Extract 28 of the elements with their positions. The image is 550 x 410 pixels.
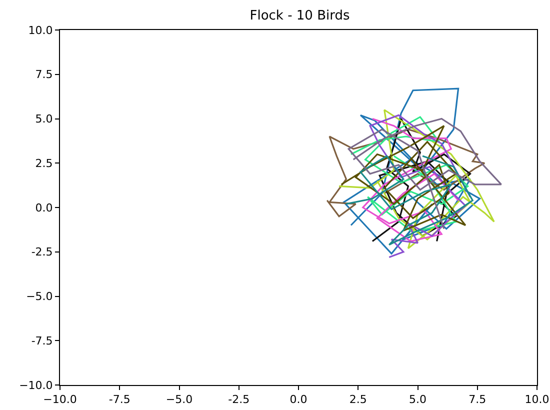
line-series [326,128,486,218]
line-series [362,118,460,242]
line-series [372,118,472,242]
line-series [350,116,469,234]
chart-title: Flock - 10 Birds [250,8,350,24]
line-series [345,155,474,246]
y-tick-label: 0.0 [35,201,53,214]
line-series [369,114,472,258]
line-series [340,125,466,232]
x-tick-label: 7.5 [468,393,486,406]
y-tick-label: −10.0 [19,378,53,392]
y-tick-label: −5.0 [26,290,53,304]
x-tick-label: -2.5 [228,393,250,406]
y-tick-label: 2.5 [35,156,53,170]
x-tick-label: 5.0 [409,393,426,406]
y-tick-label: -2.5 [31,246,53,259]
y-tick-label: 7.5 [35,68,53,82]
x-tick-label: 10.0 [524,393,550,406]
x-tick-label: -7.5 [108,393,130,406]
y-tick-label: 10.0 [28,24,53,37]
y-tick-label: -7.5 [31,334,53,348]
x-tick-label: 2.5 [349,393,367,406]
line-series [338,109,495,250]
y-tick-label: 5.0 [35,112,53,126]
x-tick-label: −5.0 [166,393,193,406]
line-series [348,118,502,230]
line-series [343,88,481,254]
x-tick-label: 0.0 [290,393,308,406]
